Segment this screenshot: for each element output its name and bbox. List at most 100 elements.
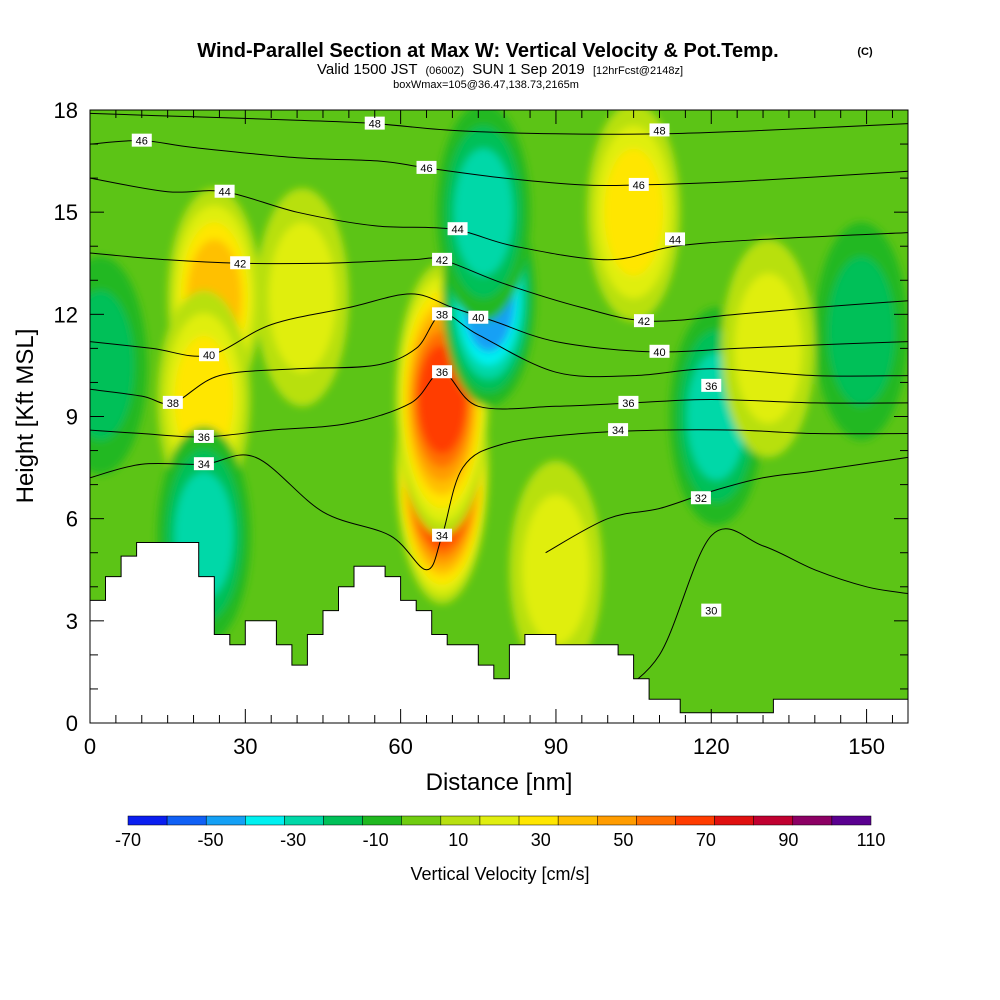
colorbar-tick-label: -10	[363, 830, 389, 850]
colorbar-tick-label: 90	[778, 830, 798, 850]
svg-text:40: 40	[472, 313, 484, 325]
velocity-cell	[255, 188, 349, 407]
y-tick-label: 0	[66, 711, 78, 736]
colorbar-swatch	[479, 815, 520, 826]
isentrope-label: 44	[665, 232, 686, 246]
svg-text:36: 36	[622, 398, 634, 410]
svg-text:36: 36	[436, 367, 448, 379]
svg-text:42: 42	[234, 258, 246, 270]
chart-title: Wind-Parallel Section at Max W: Vertical…	[197, 40, 778, 62]
subtitle-date: SUN 1 Sep 2019	[472, 61, 585, 78]
colorbar-tick-label: -30	[280, 830, 306, 850]
svg-text:46: 46	[420, 163, 432, 175]
colorbar-tick-label: 30	[531, 830, 551, 850]
isentrope-label: 38	[432, 307, 453, 321]
isentrope-label: 32	[690, 491, 711, 505]
isentrope-label: 40	[199, 348, 220, 362]
colorbar-swatch	[675, 815, 715, 826]
colorbar-swatch	[362, 815, 402, 826]
svg-text:48: 48	[653, 125, 665, 137]
isentrope-label: 36	[618, 395, 639, 410]
isentrope-label: 48	[649, 123, 670, 137]
velocity-contour-fill	[734, 273, 802, 424]
svg-text:48: 48	[369, 119, 381, 131]
x-tick-label: 90	[544, 734, 568, 759]
isentrope-label: 46	[416, 160, 437, 175]
chart-subtitle: Valid 1500 JST (0600Z) SUN 1 Sep 2019 [1…	[317, 61, 683, 78]
y-tick-label: 6	[66, 507, 78, 532]
isentrope-label: 40	[468, 310, 489, 325]
isentrope-label: 30	[701, 603, 722, 618]
velocity-contour-fill	[268, 222, 336, 373]
colorbar-swatch	[792, 815, 833, 826]
y-tick-label: 3	[66, 609, 78, 634]
colorbar: -70 -50 -30 -10 10 30 50 70 90 110	[115, 815, 886, 850]
svg-text:46: 46	[136, 136, 148, 148]
colorbar-swatch	[284, 815, 324, 826]
svg-text:38: 38	[436, 309, 448, 321]
velocity-contour-fill	[522, 494, 590, 645]
isentrope-line-30	[607, 528, 908, 700]
y-tick-label: 9	[66, 405, 78, 430]
svg-text:34: 34	[198, 459, 210, 471]
velocity-cell	[721, 239, 815, 458]
svg-text:34: 34	[436, 531, 448, 543]
x-tick-label: 0	[84, 734, 96, 759]
colorbar-swatch	[714, 815, 754, 826]
svg-text:34: 34	[612, 425, 624, 437]
terrain	[90, 542, 908, 723]
svg-text:46: 46	[633, 180, 645, 192]
isentrope-line-48	[90, 112, 908, 135]
isentrope-labels: 30 32 34 34 34 36 36 36 36 38 38 40 40 40 42 42 42 44 44 44…	[131, 116, 722, 618]
velocity-contour-fill	[454, 148, 513, 276]
svg-text:36: 36	[198, 432, 210, 444]
y-tick-label: 12	[54, 302, 78, 327]
isentrope-label: 46	[628, 177, 649, 192]
isentrope-label: 44	[447, 222, 468, 236]
colorbar-tick-label: 70	[696, 830, 716, 850]
svg-text:44: 44	[669, 234, 681, 246]
svg-text:42: 42	[638, 316, 650, 328]
isentrope-label: 34	[608, 423, 629, 437]
subtitle-fcst: [12hrFcst@2148z]	[593, 65, 683, 77]
x-tick-label: 120	[693, 734, 730, 759]
velocity-cell	[509, 460, 603, 679]
colorbar-tick-label: -50	[198, 830, 224, 850]
svg-text:42: 42	[436, 255, 448, 267]
isentrope-label: 44	[214, 184, 235, 199]
colorbar-swatch	[401, 815, 442, 826]
colorbar-swatch	[323, 815, 363, 826]
velocity-contour-fill	[417, 344, 467, 454]
isentrope-label: 36	[701, 378, 722, 393]
colorbar-tick-label: -70	[115, 830, 141, 850]
svg-text:40: 40	[653, 347, 665, 359]
subtitle-box: boxWmax=105@36.47,138.73,2165m	[393, 79, 579, 91]
isentrope-label: 40	[649, 344, 670, 359]
isentrope-label: 42	[633, 314, 654, 328]
title-mark: (C)	[857, 46, 873, 58]
plot-area: 30 32 34 34 34 36 36 36 36 38 38 40 40 40 42 42 42 44 44 44…	[90, 110, 908, 723]
colorbar-swatch	[245, 815, 285, 826]
x-tick-label: 60	[388, 734, 412, 759]
colorbar-tick-label: 50	[613, 830, 633, 850]
colorbar-swatch	[597, 815, 637, 826]
isentrope-line-46	[90, 140, 908, 187]
colorbar-swatch	[518, 815, 559, 826]
colorbar-swatch	[753, 815, 794, 826]
x-tick-label: 30	[233, 734, 257, 759]
isentrope-label: 38	[162, 395, 183, 410]
colorbar-swatch	[166, 815, 207, 826]
colorbar-swatch	[127, 815, 168, 826]
svg-text:38: 38	[167, 398, 179, 410]
velocity-contour-fill	[90, 290, 134, 441]
velocity-contour-fill	[174, 335, 234, 464]
x-tick-label: 150	[848, 734, 885, 759]
velocity-cell	[814, 222, 908, 441]
svg-text:36: 36	[705, 381, 717, 393]
y-tick-label: 15	[54, 200, 78, 225]
isentrope-label: 36	[193, 429, 214, 444]
colorbar-tick-label: 110	[857, 830, 886, 850]
x-axis: 0 30 60 90 120 150	[84, 110, 893, 759]
svg-text:32: 32	[695, 493, 707, 505]
